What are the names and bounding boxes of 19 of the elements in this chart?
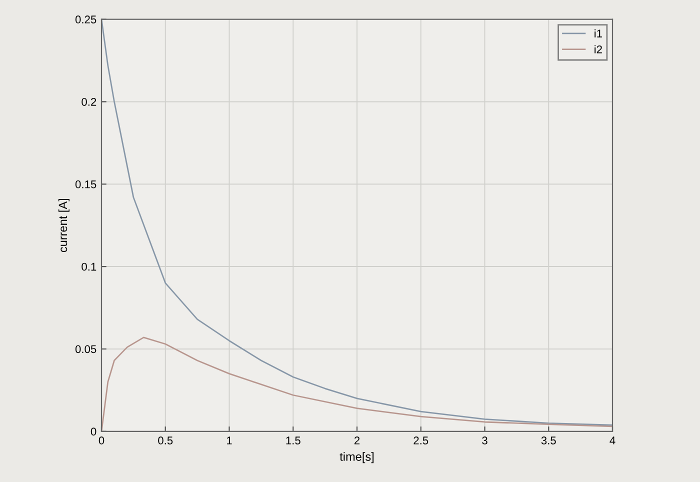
- x-tick-label: 1.5: [286, 436, 300, 444]
- y-axis-title: current [A]: [58, 198, 70, 252]
- x-tick-label: 2.5: [414, 436, 428, 444]
- legend-label: i2: [594, 45, 602, 54]
- x-tick-label: 0: [98, 436, 104, 444]
- x-tick-label: 0.5: [158, 436, 173, 444]
- y-tick-label: 0.2: [82, 98, 96, 106]
- y-tick-label: 0: [90, 428, 96, 436]
- x-tick-label: 2: [354, 436, 360, 444]
- y-tick-label: 0.15: [75, 180, 96, 188]
- y-tick-label: 0.25: [75, 16, 96, 24]
- x-tick-label: 3: [482, 436, 488, 444]
- x-tick-label: 4: [610, 436, 616, 444]
- x-tick-label: 3.5: [541, 436, 556, 444]
- y-tick-label: 0.05: [75, 345, 96, 354]
- legend-label: i1: [594, 29, 602, 38]
- x-tick-label: 1: [227, 436, 232, 444]
- y-tick-label: 0.1: [82, 262, 96, 271]
- x-axis-title: time[s]: [340, 452, 374, 464]
